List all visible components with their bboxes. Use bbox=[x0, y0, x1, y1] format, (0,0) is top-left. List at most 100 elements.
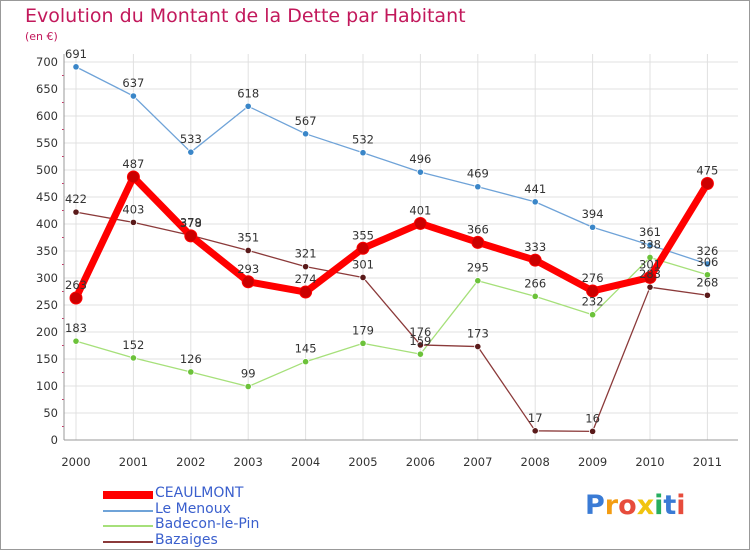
data-point-badecon-le-pin bbox=[531, 292, 539, 300]
data-label-le-menoux: 441 bbox=[524, 182, 546, 196]
data-point-badecon-le-pin bbox=[187, 368, 195, 376]
legend-label: CEAULMONT bbox=[155, 485, 244, 501]
data-label-ceaulmont: 378 bbox=[180, 216, 202, 230]
data-point-ceaulmont bbox=[700, 177, 714, 190]
data-point-bazaiges bbox=[474, 342, 482, 351]
data-point-le-menoux bbox=[474, 183, 482, 191]
data-label-le-menoux: 637 bbox=[122, 76, 144, 90]
data-point-bazaiges bbox=[703, 291, 712, 299]
data-point-le-menoux bbox=[129, 92, 137, 100]
data-label-bazaiges: 173 bbox=[467, 327, 489, 341]
legend-swatch bbox=[103, 540, 153, 543]
data-point-badecon-le-pin bbox=[244, 382, 252, 391]
data-point-bazaiges bbox=[244, 246, 252, 255]
x-tick-label: 2004 bbox=[291, 455, 320, 469]
legend-label: Le Menoux bbox=[155, 500, 231, 517]
x-tick-label: 2008 bbox=[521, 455, 550, 469]
y-tick-label: 100 bbox=[36, 379, 58, 393]
x-tick-label: 2001 bbox=[119, 455, 148, 469]
y-tick-label: 550 bbox=[36, 136, 58, 150]
legend-item: CEAULMONT bbox=[103, 485, 343, 501]
y-tick-label: 400 bbox=[36, 217, 58, 231]
series-line-bazaiges bbox=[75, 211, 709, 433]
data-label-ceaulmont: 355 bbox=[352, 228, 374, 242]
data-label-ceaulmont: 487 bbox=[122, 157, 144, 171]
y-tick-label: 500 bbox=[36, 163, 58, 177]
legend-swatch bbox=[103, 509, 153, 512]
legend-item: Bazaiges bbox=[103, 531, 343, 548]
data-label-bazaiges: 176 bbox=[409, 325, 431, 339]
data-point-bazaiges bbox=[359, 273, 367, 282]
data-point-le-menoux bbox=[416, 168, 424, 176]
data-point-bazaiges bbox=[588, 427, 597, 435]
data-label-bazaiges: 422 bbox=[65, 192, 87, 206]
data-label-bazaiges: 403 bbox=[122, 202, 144, 216]
data-label-ceaulmont: 263 bbox=[65, 278, 87, 292]
data-point-ceaulmont bbox=[528, 253, 542, 267]
data-point-le-menoux bbox=[359, 149, 367, 157]
data-label-badecon-le-pin: 99 bbox=[241, 367, 256, 381]
data-point-bazaiges bbox=[416, 341, 424, 349]
data-point-bazaiges bbox=[531, 427, 539, 435]
data-point-le-menoux bbox=[301, 130, 310, 138]
data-label-le-menoux: 533 bbox=[180, 132, 202, 146]
data-label-bazaiges: 17 bbox=[528, 411, 543, 425]
data-label-ceaulmont: 276 bbox=[582, 271, 604, 285]
logo-letter: P bbox=[585, 490, 605, 521]
data-point-ceaulmont bbox=[471, 235, 485, 249]
data-label-badecon-le-pin: 183 bbox=[65, 321, 87, 335]
data-label-badecon-le-pin: 338 bbox=[639, 237, 661, 251]
data-label-le-menoux: 691 bbox=[65, 47, 87, 61]
y-tick-label: 0 bbox=[51, 433, 58, 447]
data-label-ceaulmont: 333 bbox=[524, 240, 546, 254]
data-point-badecon-le-pin bbox=[646, 253, 654, 262]
data-label-le-menoux: 496 bbox=[409, 152, 431, 166]
y-tick-label: 200 bbox=[36, 325, 58, 339]
data-label-le-menoux: 326 bbox=[696, 244, 718, 258]
legend-label: Bazaiges bbox=[155, 531, 218, 548]
data-label-bazaiges: 351 bbox=[237, 230, 259, 244]
series-line-ceaulmont bbox=[72, 173, 711, 302]
logo-letter: i bbox=[676, 490, 686, 521]
y-tick-label: 350 bbox=[36, 244, 58, 258]
data-label-le-menoux: 394 bbox=[582, 207, 604, 221]
data-label-le-menoux: 567 bbox=[295, 114, 317, 128]
y-tick-label: 450 bbox=[36, 190, 58, 204]
data-point-badecon-le-pin bbox=[416, 350, 424, 358]
data-point-bazaiges bbox=[72, 208, 80, 216]
data-label-bazaiges: 268 bbox=[696, 275, 718, 289]
data-label-badecon-le-pin: 232 bbox=[582, 295, 604, 309]
data-point-ceaulmont bbox=[241, 275, 255, 289]
legend-label: Badecon-le-Pin bbox=[155, 516, 260, 532]
data-point-ceaulmont bbox=[126, 170, 140, 184]
data-point-ceaulmont bbox=[413, 216, 427, 230]
data-label-ceaulmont: 274 bbox=[295, 272, 317, 286]
data-label-ceaulmont: 401 bbox=[409, 203, 431, 217]
logo-letter: r bbox=[604, 490, 619, 521]
logo-letter: x bbox=[636, 490, 655, 521]
data-label-badecon-le-pin: 145 bbox=[295, 342, 317, 356]
data-point-le-menoux bbox=[703, 260, 712, 268]
x-tick-label: 2003 bbox=[234, 455, 263, 469]
data-label-badecon-le-pin: 179 bbox=[352, 323, 374, 337]
data-point-ceaulmont bbox=[184, 229, 198, 243]
data-label-badecon-le-pin: 159 bbox=[409, 334, 431, 348]
y-tick-label: 600 bbox=[36, 109, 58, 123]
data-label-badecon-le-pin: 266 bbox=[524, 276, 546, 290]
x-tick-label: 2002 bbox=[176, 455, 205, 469]
x-tick-label: 2005 bbox=[348, 455, 377, 469]
y-tick-label: 650 bbox=[36, 82, 58, 96]
y-tick-label: 50 bbox=[43, 406, 58, 420]
data-label-le-menoux: 532 bbox=[352, 133, 374, 147]
logo-letter: o bbox=[618, 490, 637, 521]
x-tick-label: 2010 bbox=[635, 455, 664, 469]
data-point-badecon-le-pin bbox=[703, 271, 712, 279]
data-label-ceaulmont: 475 bbox=[696, 164, 718, 178]
data-label-bazaiges: 301 bbox=[352, 257, 374, 271]
data-point-bazaiges bbox=[646, 283, 654, 291]
data-point-le-menoux bbox=[72, 63, 80, 71]
data-label-ceaulmont: 293 bbox=[237, 262, 259, 276]
data-label-bazaiges: 16 bbox=[585, 411, 600, 425]
